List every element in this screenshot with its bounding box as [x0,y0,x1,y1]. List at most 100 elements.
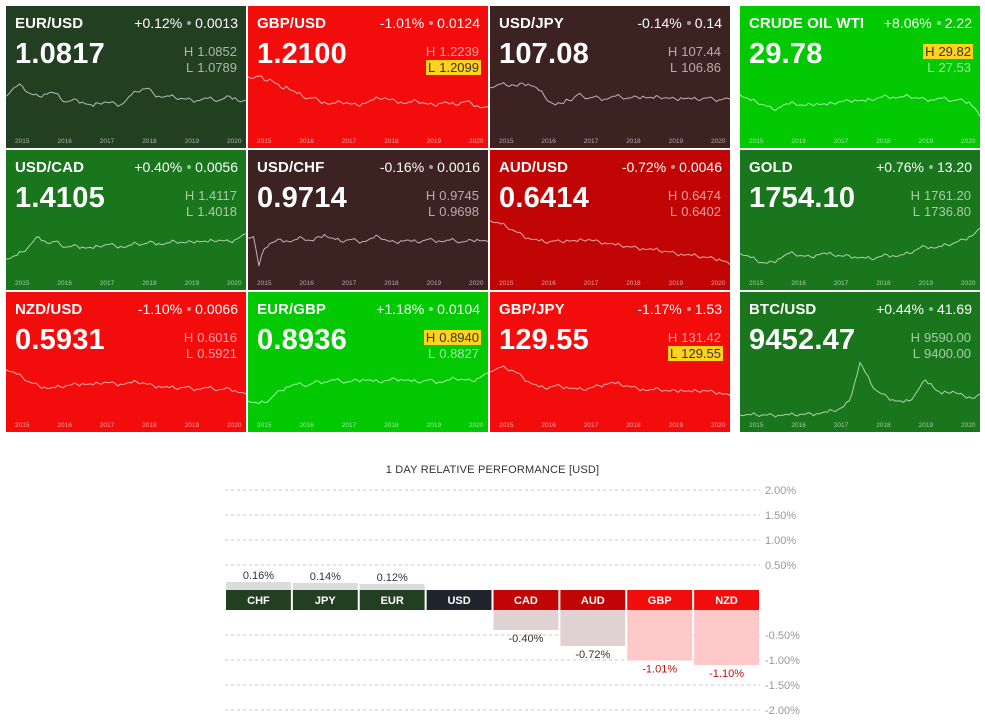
history-sparkline [248,75,488,109]
quote-tile-usd-jpy[interactable]: USD/JPY -0.14% 0.14 107.08 H 107.44 L 106.86 201… [490,6,730,148]
quote-tile-eur-usd[interactable]: EUR/USD +0.12% 0.0013 1.0817 H 1.0852 L 1.0789 2… [6,6,246,148]
instrument-symbol: USD/CAD [15,159,85,176]
year-axis-label: 2016 [57,422,72,429]
day-low-value: 0.8827 [439,346,479,361]
change-absolute: 0.0104 [437,301,480,317]
change-readout: -0.14% 0.14 [637,15,722,31]
change-percent: +8.06% [883,15,932,31]
year-axis-label: 2020 [711,280,726,287]
last-price: 1.4105 [15,182,105,214]
last-price: 129.55 [499,324,589,356]
separator-dot-icon [429,20,434,25]
year-axis-label: 2018 [384,138,399,145]
year-axis-label: 2015 [499,280,514,287]
year-axis-label: 2016 [791,280,806,287]
year-axis-label: 2017 [583,280,599,287]
axis-tick-label: -0.50% [765,630,800,642]
quote-tile-gbp-jpy[interactable]: GBP/JPY -1.17% 1.53 129.55 H 131.42 L 129.55 201… [490,292,730,432]
performance-bar [493,610,559,630]
low-marker: L [927,60,935,75]
quote-tile-nzd-usd[interactable]: NZD/USD -1.10% 0.0066 0.5931 H 0.6016 L 0.5921 2… [6,292,246,432]
year-axis-label: 2015 [15,280,30,287]
performance-bar [627,610,693,661]
change-readout: +0.76% 13.20 [876,159,972,175]
performance-bar [359,584,425,590]
day-low: L 1.2099 [426,60,481,75]
year-axis-label: 2017 [833,422,849,429]
year-axis-label: 2019 [918,138,934,145]
year-axis-label: 2015 [749,138,764,145]
quote-tile-gbp-usd[interactable]: GBP/USD -1.01% 0.0124 1.2100 H 1.2239 L 1.2099 2… [248,6,488,148]
instrument-symbol: GOLD [749,159,793,176]
sparkline-trace [490,81,730,106]
day-high-value: 9590.00 [924,330,971,345]
history-sparkline [248,372,488,405]
history-sparkline [6,369,246,395]
change-percent: +0.76% [876,159,924,175]
change-percent: -0.72% [621,159,667,175]
day-low: L 129.55 [668,346,723,361]
day-low: L 106.86 [668,60,723,75]
low-marker: L [670,204,678,219]
separator-dot-icon [686,306,691,311]
change-readout: +1.18% 0.0104 [376,301,480,317]
change-percent: -1.10% [137,301,183,317]
separator-dot-icon [686,20,691,25]
year-axis-label: 2016 [791,422,806,429]
change-percent: -1.01% [379,15,425,31]
quote-tile-crude-oil-wti[interactable]: CRUDE OIL WTI +8.06% 2.22 29.78 H 29.82 L 27.53… [740,6,980,148]
change-readout: +0.40% 0.0056 [134,159,238,175]
change-absolute: 0.0016 [437,159,480,175]
day-low-value: 9400.00 [924,346,971,361]
axis-tick-label: 2.00% [765,485,796,497]
bar-value-label: -0.40% [509,633,544,645]
currency-band [694,590,759,610]
day-low-value: 1.2099 [439,60,479,75]
year-axis-label: 2018 [876,422,891,429]
quote-tile-eur-gbp[interactable]: EUR/GBP +1.18% 0.0104 0.8936 H 0.8940 L 0.8827 2… [248,292,488,432]
quote-tile-usd-cad[interactable]: USD/CAD +0.40% 0.0056 1.4105 H 1.4117 L 1.4018 2… [6,150,246,290]
year-axis-label: 2019 [184,138,200,145]
year-axis-label: 2018 [876,280,891,287]
currency-code-label: GBP [648,595,672,607]
sparkline-trace [248,233,488,267]
change-absolute: 0.0066 [195,301,238,317]
year-axis-label: 2018 [142,422,157,429]
day-high-value: 131.42 [681,330,721,345]
history-sparkline [490,81,730,106]
day-low: L 0.8827 [426,346,481,361]
change-percent: -0.16% [379,159,425,175]
currency-band [426,590,492,610]
high-marker: H [183,44,194,59]
day-low-value: 1736.80 [924,204,971,219]
quote-tile-btc-usd[interactable]: BTC/USD +0.44% 41.69 9452.47 H 9590.00 L 9400.0… [740,292,980,432]
low-marker: L [186,204,194,219]
year-axis-label: 2015 [257,138,272,145]
sparkline-trace [248,75,488,109]
change-readout: -0.16% 0.0016 [380,159,480,175]
year-axis-label: 2016 [541,280,556,287]
currency-code-label: NZD [715,595,738,607]
change-percent: +1.18% [376,301,425,317]
change-percent: +0.12% [134,15,183,31]
quote-tile-usd-chf[interactable]: USD/CHF -0.16% 0.0016 0.9714 H 0.9745 L 0.9698 2… [248,150,488,290]
change-absolute: 41.69 [936,301,972,317]
quote-tile-aud-usd[interactable]: AUD/USD -0.72% 0.0046 0.6414 H 0.6474 L 0.6402 2… [490,150,730,290]
quote-tile-gold[interactable]: GOLD +0.76% 13.20 1754.10 H 1761.20 L 1736.80 20… [740,150,980,290]
last-price: 9452.47 [749,324,856,356]
low-marker: L [912,346,920,361]
year-axis-label: 2019 [668,138,684,145]
separator-dot-icon [429,164,434,169]
year-axis-label: 2019 [668,280,684,287]
change-absolute: 0.0124 [437,15,480,31]
year-axis-label: 2020 [227,422,242,429]
year-axis-label: 2016 [541,138,556,145]
year-axis-label: 2020 [961,422,976,429]
year-axis-label: 2018 [876,138,891,145]
year-axis-label: 2018 [142,280,157,287]
currency-code-label: EUR [381,595,404,607]
currency-code-label: CAD [514,595,538,607]
performance-bar [226,582,291,590]
year-axis-label: 2019 [668,422,684,429]
high-marker: H [425,188,436,203]
